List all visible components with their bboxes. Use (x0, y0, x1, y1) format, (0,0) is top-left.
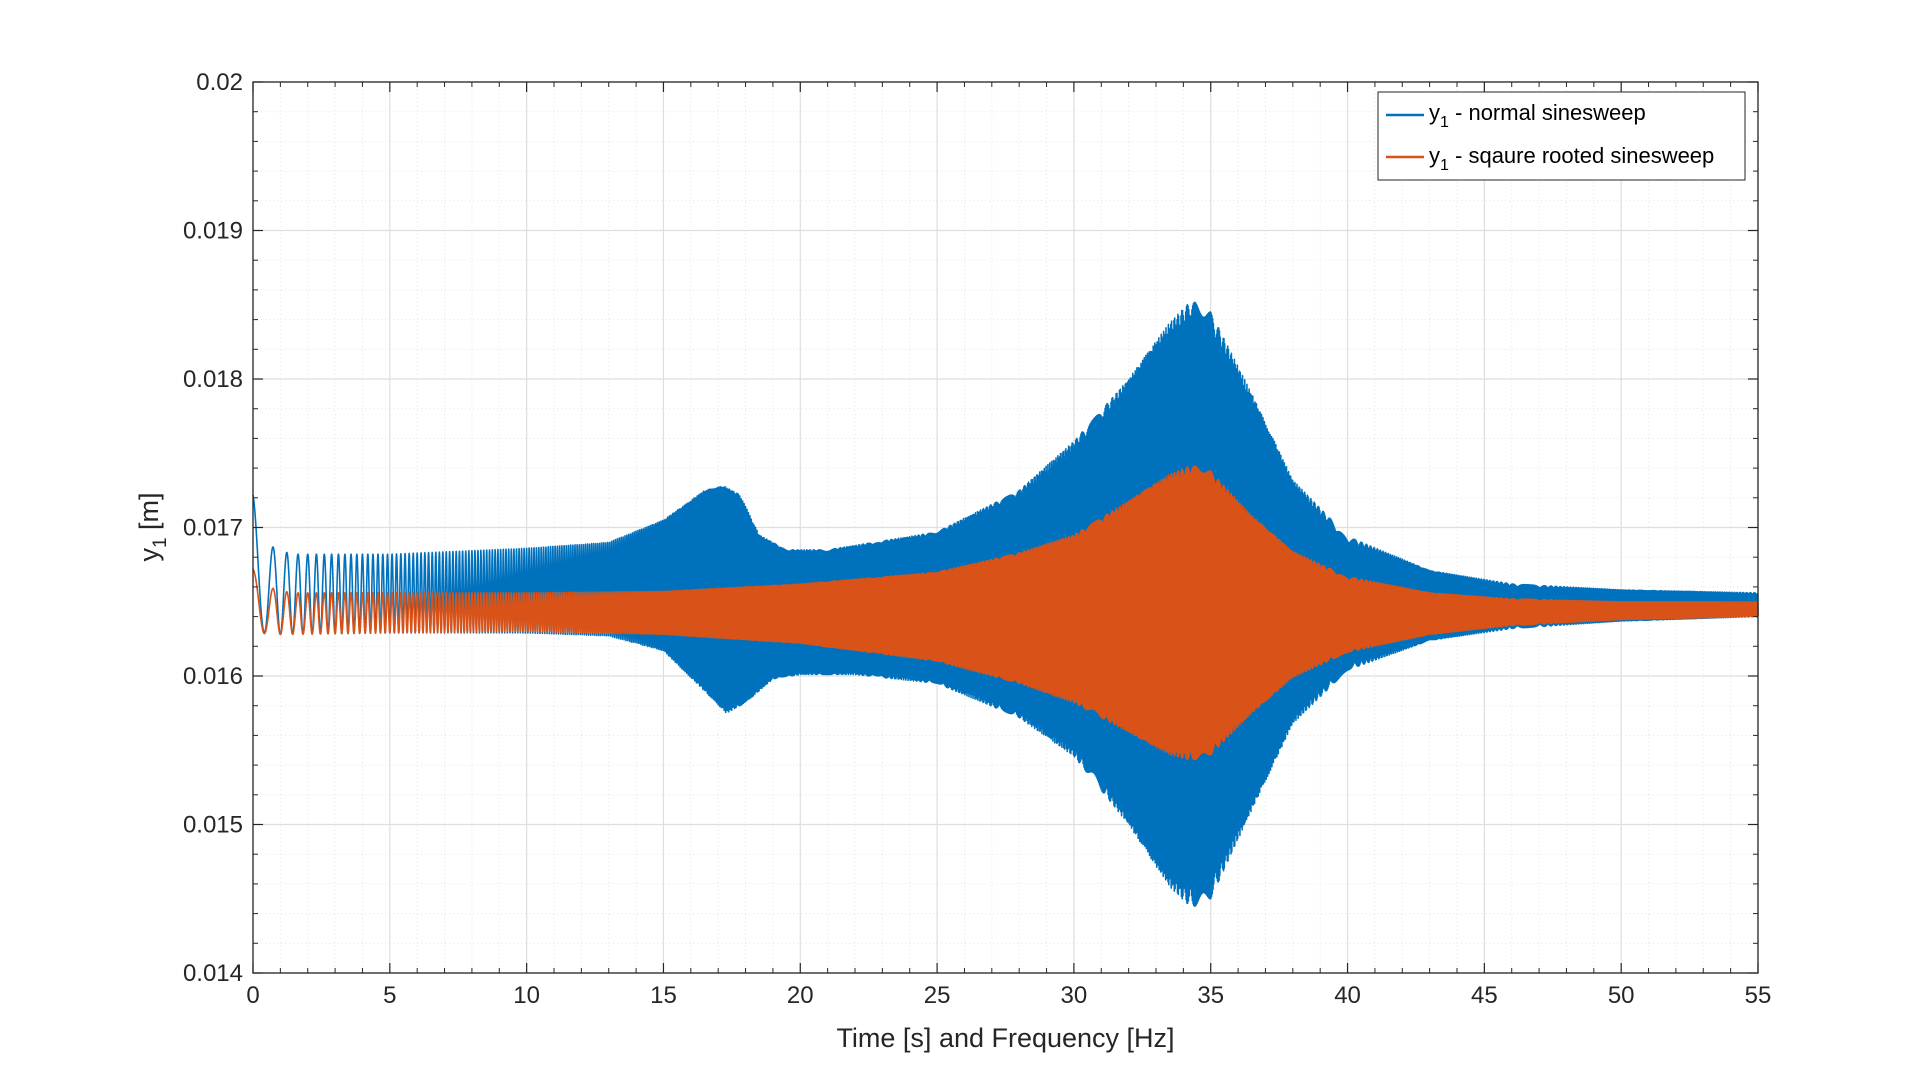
tick-layer: 0 5 10 15 20 25 30 35 40 45 50 55 0.014 0.015 0.016 0.0… (183, 69, 1771, 1009)
x-tick-label: 50 (1608, 982, 1635, 1009)
x-tick-label: 45 (1471, 982, 1498, 1009)
x-tick-label: 5 (383, 982, 396, 1009)
series-1 (252, 465, 1759, 761)
y-tick-label: 0.015 (183, 812, 243, 839)
x-axis-label: Time [s] and Frequency [Hz] (836, 1023, 1174, 1053)
x-tick-label: 35 (1197, 982, 1224, 1009)
y-axis-label-subscript: 1 (150, 537, 171, 548)
y-tick-label: 0.017 (183, 515, 243, 542)
y-tick-label: 0.014 (183, 960, 243, 987)
y-tick-label: 0.016 (183, 663, 243, 690)
x-tick-label: 40 (1334, 982, 1361, 1009)
series-line-1 (252, 465, 1759, 761)
legend-label-normal-sinesweep: y1 - normal sinesweep (1429, 100, 1646, 131)
x-tick-label: 25 (924, 982, 951, 1009)
y-axis-label-base: y (134, 548, 164, 562)
x-tick-label: 10 (513, 982, 540, 1009)
x-tick-label: 30 (1061, 982, 1088, 1009)
x-tick-label: 55 (1745, 982, 1772, 1009)
series-line-0 (252, 301, 1759, 907)
y-tick-label: 0.02 (196, 69, 243, 96)
x-tick-label: 20 (787, 982, 814, 1009)
legend-label-square-rooted-sinesweep: y1 - sqaure rooted sinesweep (1429, 143, 1714, 174)
series-0 (252, 301, 1759, 907)
x-tick-label: 15 (650, 982, 677, 1009)
y-axis-label-unit: [m] (134, 492, 164, 537)
x-tick-label: 0 (246, 982, 259, 1009)
y-tick-label: 0.019 (183, 218, 243, 245)
legend-box (1377, 91, 1746, 181)
series-layer (252, 301, 1759, 907)
y-axis-label: y1 [m] (134, 492, 171, 561)
y-tick-label: 0.018 (183, 366, 243, 393)
legend: y1 - normal sinesweep y1 - sqaure rooted… (1377, 91, 1746, 181)
